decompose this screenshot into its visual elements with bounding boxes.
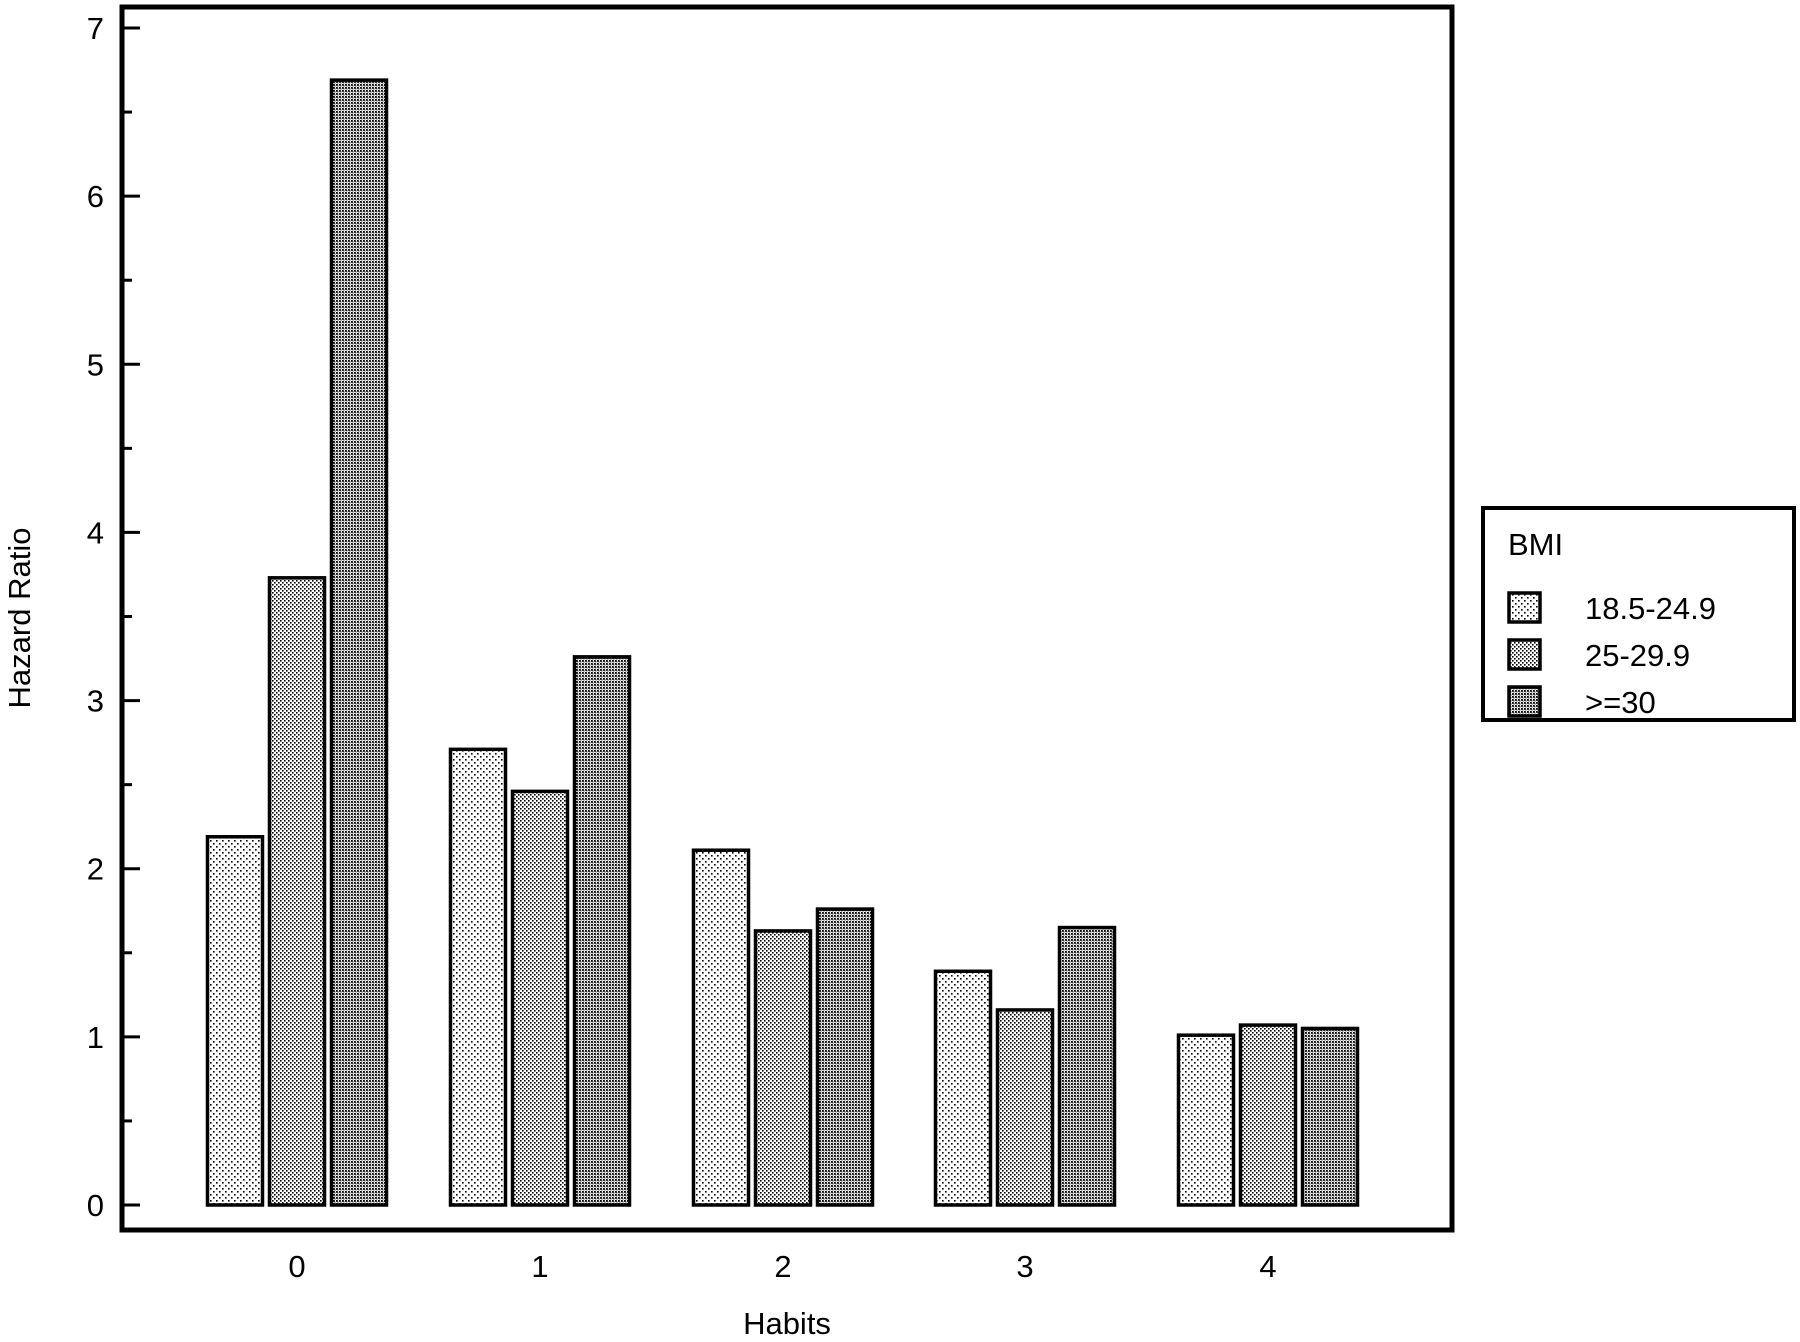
legend-swatch bbox=[1507, 638, 1542, 671]
y-tick-label: 2 bbox=[87, 852, 104, 887]
bar bbox=[267, 576, 327, 1207]
legend-items: 18.5-24.9 25-29.9 >=30 bbox=[1507, 591, 1716, 720]
y-tick-label: 0 bbox=[87, 1188, 104, 1223]
x-tick-label: 0 bbox=[288, 1249, 305, 1284]
legend-label: 25-29.9 bbox=[1585, 638, 1690, 673]
bar bbox=[329, 78, 389, 1207]
y-tick-label: 7 bbox=[87, 11, 104, 46]
legend-swatch bbox=[1507, 591, 1542, 624]
legend: BMI 18.5-24.9 25-29.9 >=30 bbox=[1481, 506, 1796, 722]
plot-frame bbox=[119, 4, 1455, 1233]
bar bbox=[995, 1008, 1055, 1207]
x-tick-label: 3 bbox=[1016, 1249, 1033, 1284]
x-tick-label: 1 bbox=[531, 1249, 548, 1284]
x-tick-label: 2 bbox=[774, 1249, 791, 1284]
legend-title: BMI bbox=[1508, 527, 1563, 562]
bar bbox=[1238, 1023, 1298, 1207]
y-tick-label: 4 bbox=[87, 515, 104, 550]
bar bbox=[815, 907, 875, 1207]
bars-group bbox=[205, 78, 1360, 1207]
y-tick-label: 6 bbox=[87, 179, 104, 214]
bar bbox=[933, 969, 993, 1207]
bar bbox=[1057, 925, 1117, 1207]
bar bbox=[1300, 1026, 1360, 1207]
legend-label: 18.5-24.9 bbox=[1585, 591, 1716, 626]
bar bbox=[753, 929, 813, 1207]
x-axis-title: Habits bbox=[743, 1306, 831, 1337]
y-tick-label: 1 bbox=[87, 1020, 104, 1055]
bar bbox=[1176, 1033, 1236, 1207]
bar bbox=[572, 655, 632, 1207]
legend-swatch bbox=[1507, 685, 1542, 718]
y-axis: 0 1 2 3 4 5 6 7 bbox=[87, 11, 140, 1223]
y-tick-label: 3 bbox=[87, 684, 104, 719]
legend-label: >=30 bbox=[1585, 685, 1656, 720]
bar bbox=[510, 789, 570, 1207]
x-axis: 0 1 2 3 4 bbox=[288, 1249, 1276, 1284]
y-axis-title: Hazard Ratio bbox=[2, 528, 37, 709]
y-tick-label: 5 bbox=[87, 347, 104, 382]
bar bbox=[205, 835, 265, 1207]
bar bbox=[448, 747, 508, 1207]
x-tick-label: 4 bbox=[1259, 1249, 1276, 1284]
bar bbox=[691, 848, 751, 1207]
